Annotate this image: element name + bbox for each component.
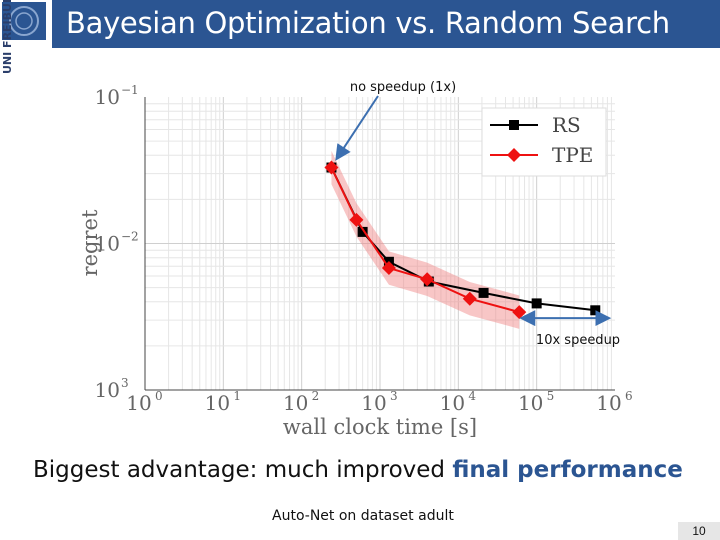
x-tick-exponent: 4 bbox=[468, 389, 476, 403]
data-point-rs bbox=[357, 226, 368, 237]
y-tick-exponent: −1 bbox=[121, 83, 139, 97]
title-bar bbox=[52, 0, 720, 48]
page-number: 10 bbox=[678, 522, 720, 540]
y-tick-label: 10 bbox=[95, 85, 120, 109]
x-tick-exponent: 6 bbox=[625, 389, 633, 403]
university-seal-icon bbox=[2, 2, 46, 40]
slide-caption: Biggest advantage: much improved final p… bbox=[33, 457, 683, 483]
data-point-rs bbox=[590, 305, 601, 316]
data-point-tpe bbox=[462, 291, 477, 306]
data-point-rs bbox=[531, 298, 542, 309]
caption-text: Biggest advantage: much improved bbox=[33, 457, 453, 483]
legend: RS TPE bbox=[481, 107, 607, 177]
slide-title: Bayesian Optimization vs. Random Search bbox=[66, 6, 670, 40]
legend-marker-tpe bbox=[507, 148, 521, 162]
annotation-arrow-no-speedup bbox=[335, 95, 379, 161]
footnote: Auto-Net on dataset adult bbox=[272, 508, 454, 524]
legend-box bbox=[481, 107, 607, 177]
legend-label-rs: RS bbox=[552, 113, 581, 137]
annotation-10x-speedup: 10x speedup bbox=[536, 333, 620, 348]
data-point-tpe bbox=[349, 212, 364, 227]
x-tick-label: 10 bbox=[361, 391, 386, 415]
x-tick-label: 10 bbox=[205, 391, 230, 415]
annotation-no-speedup: no speedup (1x) bbox=[350, 80, 456, 95]
x-tick-exponent: 1 bbox=[233, 389, 241, 403]
x-tick-label: 10 bbox=[596, 391, 621, 415]
x-tick-label: 10 bbox=[440, 391, 465, 415]
data-point-tpe bbox=[381, 261, 396, 276]
y-tick-label: 10 bbox=[95, 378, 120, 402]
x-tick-exponent: 0 bbox=[155, 389, 163, 403]
tpe-confidence-band bbox=[331, 150, 520, 329]
data-point-rs bbox=[478, 287, 489, 298]
x-tick-label: 10 bbox=[518, 391, 543, 415]
x-tick-label: 10 bbox=[283, 391, 308, 415]
x-tick-label: 10 bbox=[126, 391, 151, 415]
series-line-tpe bbox=[330, 167, 520, 314]
legend-label-tpe: TPE bbox=[552, 143, 593, 167]
x-axis-label: wall clock time [s] bbox=[283, 415, 477, 439]
x-tick-exponent: 3 bbox=[390, 389, 398, 403]
university-logo: UNI FREIBURG bbox=[0, 0, 52, 80]
x-tick-exponent: 5 bbox=[547, 389, 555, 403]
y-tick-exponent: −2 bbox=[121, 230, 139, 244]
y-tick-label: 10 bbox=[95, 232, 120, 256]
caption-highlight: final performance bbox=[452, 457, 683, 483]
data-point-tpe bbox=[324, 160, 339, 175]
data-point-tpe bbox=[420, 272, 435, 287]
y-tick-exponent: 3 bbox=[121, 376, 129, 390]
legend-marker-rs bbox=[509, 120, 519, 130]
y-axis-label: regret bbox=[78, 209, 102, 276]
x-tick-exponent: 2 bbox=[312, 389, 320, 403]
